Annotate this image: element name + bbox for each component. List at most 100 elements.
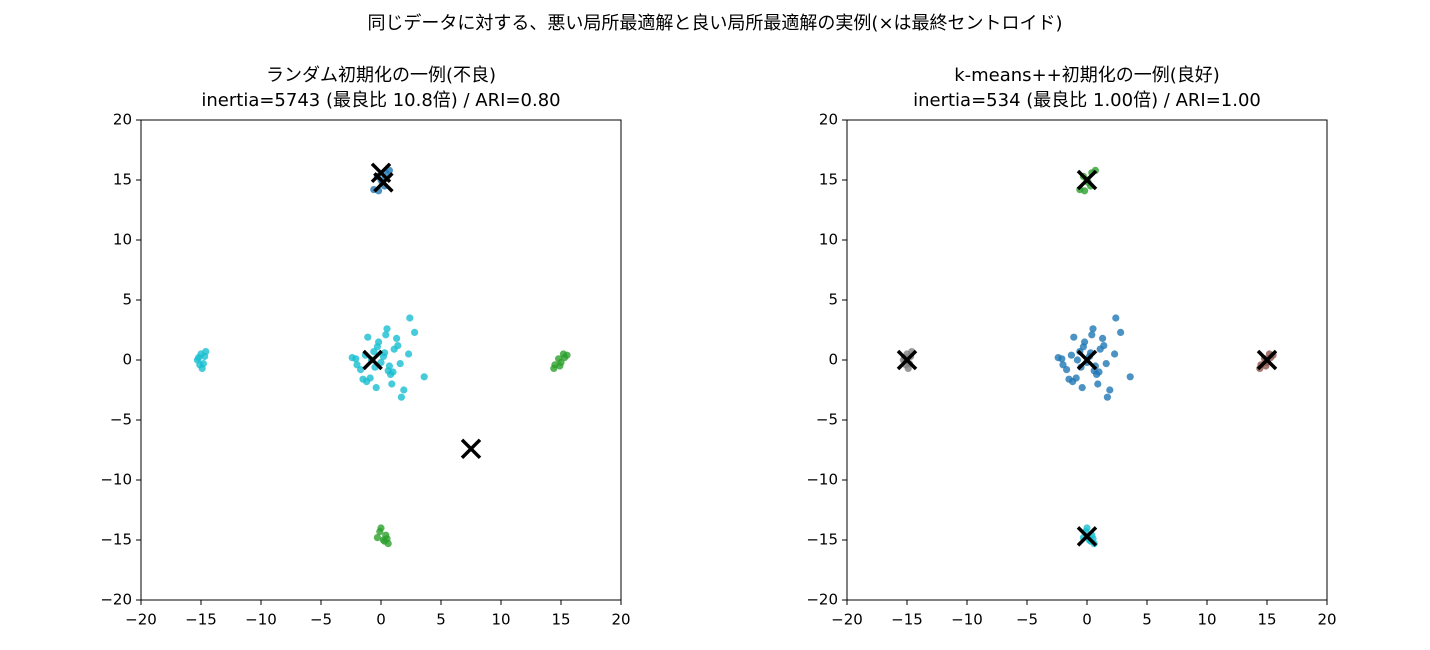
x-tick-label: 20 xyxy=(611,611,630,629)
y-tick-label: −20 xyxy=(806,591,838,609)
data-point xyxy=(201,352,209,360)
data-point xyxy=(1059,361,1067,369)
data-point xyxy=(382,331,390,339)
data-point xyxy=(376,528,384,536)
centroid-stroke xyxy=(460,438,482,460)
data-point xyxy=(1088,331,1096,339)
centroid-marker xyxy=(896,349,918,371)
data-point xyxy=(1070,333,1078,341)
data-point xyxy=(1054,354,1062,362)
data-point xyxy=(389,368,397,376)
data-point xyxy=(406,314,414,322)
x-tick-label: 5 xyxy=(436,611,446,629)
y-tick-label: −10 xyxy=(100,471,132,489)
y-tick-label: 15 xyxy=(113,171,132,189)
y-tick-label: −5 xyxy=(816,411,838,429)
data-point xyxy=(381,537,389,545)
data-point xyxy=(196,361,204,369)
x-tick-label: 15 xyxy=(1257,611,1276,629)
x-tick-label: −15 xyxy=(891,611,923,629)
data-point xyxy=(550,364,558,372)
data-point xyxy=(420,373,428,381)
y-tick-label: 10 xyxy=(819,231,838,249)
x-tick-label: −10 xyxy=(245,611,277,629)
centroid-stroke xyxy=(362,349,383,371)
data-point xyxy=(405,350,413,358)
data-point xyxy=(1089,325,1097,333)
data-point xyxy=(1069,378,1077,386)
data-point xyxy=(373,534,381,542)
y-tick-label: 20 xyxy=(113,111,132,129)
data-point xyxy=(400,386,408,394)
subplot-title: k-means++初期化の一例(良好) xyxy=(954,65,1220,86)
data-point xyxy=(363,378,371,386)
plot-area xyxy=(896,166,1278,548)
x-tick-label: −20 xyxy=(125,611,157,629)
x-tick-label: −5 xyxy=(310,611,332,629)
data-point xyxy=(1099,334,1107,342)
centroid-marker xyxy=(1076,526,1098,547)
x-tick-label: 0 xyxy=(376,611,386,629)
data-point xyxy=(1112,314,1120,322)
subplot-title: ランダム初期化の一例(不良) xyxy=(266,65,496,86)
x-tick-label: 10 xyxy=(1197,611,1216,629)
data-point xyxy=(556,362,564,370)
data-point xyxy=(372,384,380,392)
data-point xyxy=(393,334,401,342)
figure-title: 同じデータに対する、悪い局所最適解と良い局所最適解の実例(×は最終セントロイド) xyxy=(367,13,1062,34)
subplot-subtitle: inertia=5743 (最良比 10.8倍) / ARI=0.80 xyxy=(201,90,560,111)
subplot-subtitle: inertia=534 (最良比 1.00倍) / ARI=1.00 xyxy=(913,90,1261,111)
y-tick-label: −10 xyxy=(806,471,838,489)
plot-area xyxy=(193,162,571,548)
data-point xyxy=(373,343,381,351)
data-point xyxy=(396,360,404,368)
data-point xyxy=(364,333,372,341)
centroid-marker xyxy=(1076,169,1098,191)
data-point xyxy=(561,354,569,362)
data-point xyxy=(385,362,393,370)
y-tick-label: 20 xyxy=(819,111,838,129)
data-point xyxy=(1126,373,1134,381)
y-tick-label: 5 xyxy=(122,291,132,309)
data-point xyxy=(1100,342,1108,350)
data-point xyxy=(1106,386,1114,394)
data-point xyxy=(397,393,405,401)
y-tick-label: −15 xyxy=(100,531,132,549)
x-tick-label: 10 xyxy=(491,611,510,629)
x-tick-label: −10 xyxy=(951,611,983,629)
y-tick-label: −20 xyxy=(100,591,132,609)
subplot: ランダム初期化の一例(不良) inertia=5743 (最良比 10.8倍) /… xyxy=(100,65,630,629)
y-tick-label: 0 xyxy=(828,351,838,369)
centroid-stroke xyxy=(1076,349,1098,371)
data-point xyxy=(381,349,389,357)
centroid-marker xyxy=(1256,349,1278,371)
data-point xyxy=(353,361,361,369)
x-tick-label: 15 xyxy=(551,611,570,629)
data-point xyxy=(388,380,396,388)
data-point xyxy=(383,325,391,333)
y-tick-label: 5 xyxy=(828,291,838,309)
data-point xyxy=(1094,380,1102,388)
data-point xyxy=(1117,328,1125,336)
x-tick-label: −20 xyxy=(831,611,863,629)
centroid-marker xyxy=(460,438,482,460)
x-tick-label: −5 xyxy=(1016,611,1038,629)
y-tick-label: 0 xyxy=(122,351,132,369)
data-point xyxy=(348,354,356,362)
x-tick-label: −15 xyxy=(185,611,217,629)
y-tick-label: −15 xyxy=(806,531,838,549)
centroid-stroke xyxy=(1076,526,1098,547)
centroid-marker xyxy=(1076,349,1098,371)
y-tick-label: 10 xyxy=(113,231,132,249)
centroid-marker xyxy=(362,349,383,371)
data-point xyxy=(411,328,419,336)
data-point xyxy=(1095,368,1103,376)
centroid-stroke xyxy=(1076,169,1098,191)
data-point xyxy=(1073,356,1081,364)
centroid-stroke xyxy=(1256,349,1278,371)
x-tick-label: 0 xyxy=(1082,611,1092,629)
data-point xyxy=(1102,360,1110,368)
centroid-marker xyxy=(373,172,394,193)
data-point xyxy=(394,342,402,350)
